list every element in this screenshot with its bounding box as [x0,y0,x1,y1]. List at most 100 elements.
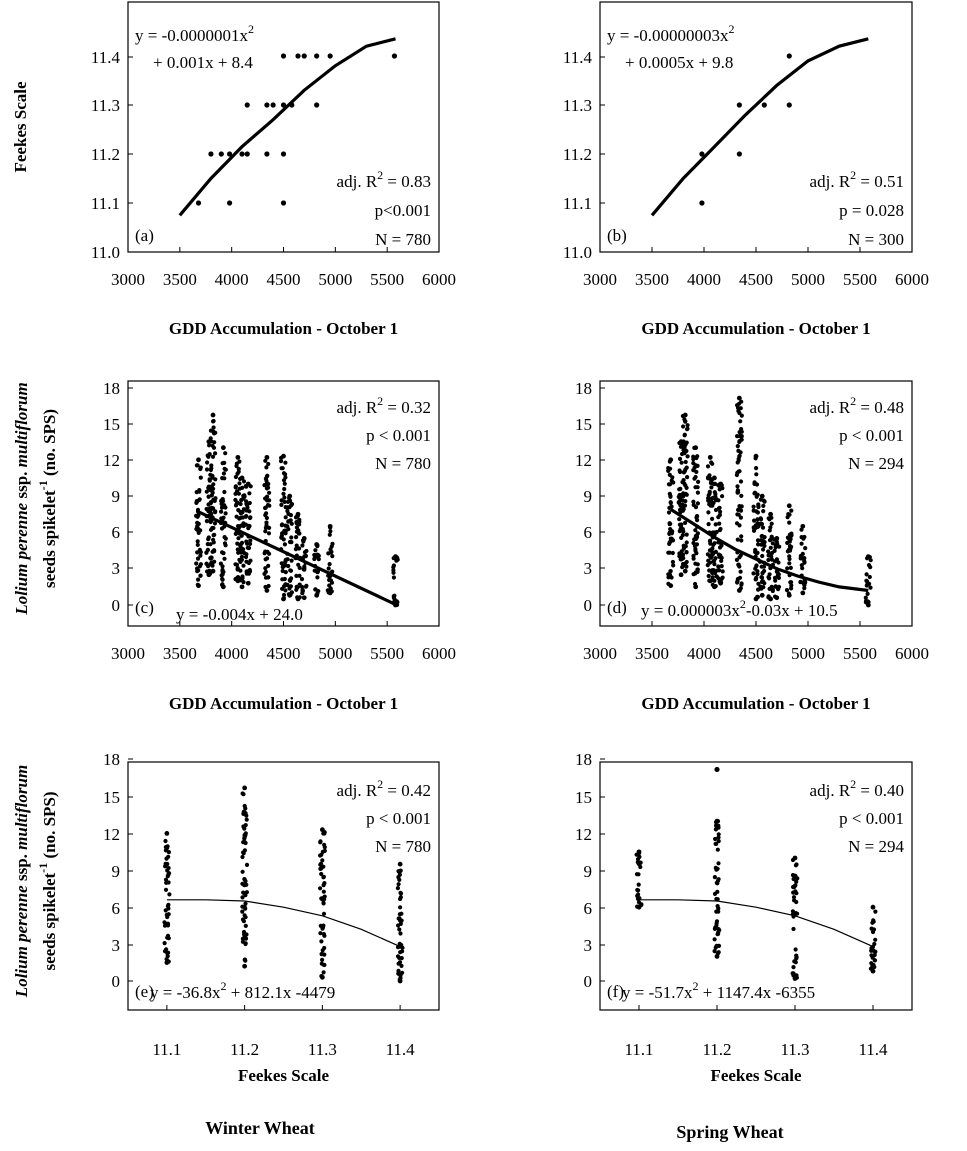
data-point [244,552,249,557]
data-point [791,965,796,970]
data-point [295,53,301,59]
sample-size: N = 780 [375,454,431,473]
p-value: p < 0.001 [839,426,904,445]
data-point [243,806,248,811]
adj-r-label: adj. R [810,172,851,191]
y-tick-label: 18 [103,379,120,398]
data-point [240,485,245,490]
y-tick-label: 3 [112,936,121,955]
data-point [799,563,804,568]
data-point [693,445,699,451]
data-point [786,503,792,509]
data-point [397,978,403,984]
data-point [736,102,742,108]
p-value: p < 0.001 [366,809,431,828]
data-point [263,505,268,511]
y-label-subspecies: multiflorum [12,382,31,467]
data-point [789,586,794,591]
data-point [279,535,284,540]
data-point [870,904,876,910]
data-point [245,505,250,510]
data-point [714,766,720,773]
data-point [300,587,305,593]
data-point [396,971,401,976]
data-point [789,508,794,513]
data-point [668,500,673,505]
panel-tag: (a) [135,226,154,245]
data-point [320,849,325,855]
data-point [223,505,228,510]
data-point [739,493,744,498]
y-label-subspecies: multiflorum [12,765,31,850]
data-point [297,565,302,571]
data-point [717,521,722,526]
data-point [638,860,643,866]
superscript: 2 [850,777,856,791]
data-point [391,575,396,580]
data-point [266,461,271,467]
data-point [754,472,759,477]
data-point [286,563,291,569]
data-point [869,946,874,951]
data-point [319,951,325,956]
data-point [245,580,251,586]
panel-d: 0 3 6 9 12 15 18 3000 3500 4000 4500 5000 5500 6000 GD… [575,379,929,713]
data-point [667,531,672,537]
data-point [222,466,227,471]
data-point [692,465,697,470]
y-tick-label: 11.3 [563,96,592,115]
adj-r-squared: adj. R2 = 0.40 [810,777,904,800]
y-tick-label: 15 [103,788,120,807]
data-point [800,523,806,529]
data-point [670,559,676,565]
data-point [304,583,309,588]
data-points [195,53,398,206]
data-point [197,489,202,494]
fit-equation: + 0.001x + 8.4 [153,53,253,72]
superscript: 2 [850,394,856,408]
y-tick-label: 11.3 [91,96,120,115]
y-tick-label: 3 [112,559,121,578]
data-point [238,577,243,582]
data-point [282,486,287,492]
data-point [164,947,169,952]
data-point [735,403,740,408]
data-point [768,596,773,602]
data-point [266,563,271,569]
data-point [280,151,287,157]
data-point [761,102,767,108]
panel-e: 0 3 6 9 12 15 18 11.1 11.2 11.3 11.4 Feekes Scale (e… [12,750,440,1085]
data-point [784,588,790,593]
adj-r-value: = 0.32 [383,398,431,417]
data-point [329,544,334,549]
data-point [287,539,293,545]
data-point [676,494,681,499]
data-point [786,511,791,517]
data-point [715,904,720,909]
fit-equation: + 0.0005x + 9.8 [625,53,733,72]
data-point [864,572,869,577]
data-point [210,549,215,554]
data-point [196,457,201,463]
data-point [238,568,243,573]
data-point [706,522,711,527]
data-point [738,479,744,484]
y-axis-label-line1: Lolium perenne ssp. multiflorum [12,382,31,615]
data-point [206,537,211,542]
data-point [867,581,872,586]
data-point [787,561,792,566]
data-point [226,151,233,157]
data-point [198,466,203,472]
data-point [738,515,744,520]
data-point [714,841,719,847]
data-point [720,569,725,574]
data-point [243,941,248,947]
data-point [752,518,757,523]
data-point [718,509,723,514]
y-tick-label: 15 [103,415,120,434]
data-point [735,434,740,439]
data-point [242,833,247,838]
data-point [208,428,214,433]
x-tick-label: 4500 [739,270,773,289]
data-point [716,943,722,949]
